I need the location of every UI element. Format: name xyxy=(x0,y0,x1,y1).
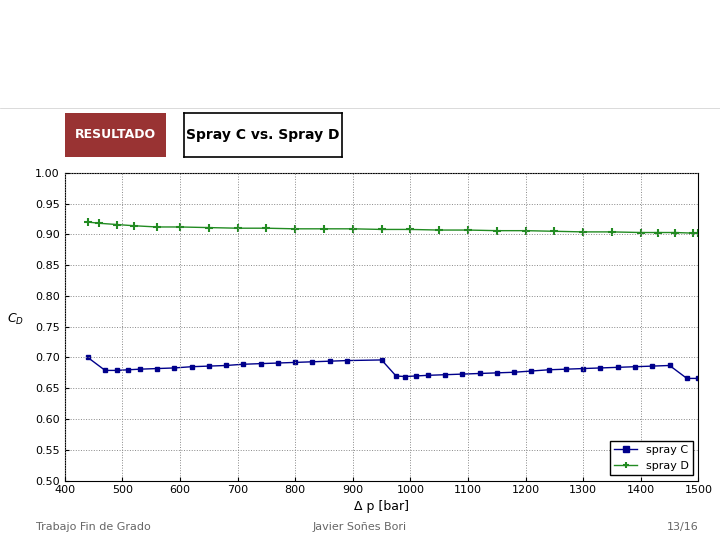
Legend: spray C, spray D: spray C, spray D xyxy=(610,441,693,475)
Text: RESULTADO: RESULTADO xyxy=(75,129,156,141)
Text: 13/16: 13/16 xyxy=(667,522,698,532)
Text: Javier Soñes Bori: Javier Soñes Bori xyxy=(313,522,407,532)
Text: Spray C vs. Spray D: Spray C vs. Spray D xyxy=(186,128,340,142)
Text: Trabajo Fin de Grado: Trabajo Fin de Grado xyxy=(36,522,150,532)
Y-axis label: $C_D$: $C_D$ xyxy=(7,312,24,327)
X-axis label: Δ p [bar]: Δ p [bar] xyxy=(354,500,409,512)
